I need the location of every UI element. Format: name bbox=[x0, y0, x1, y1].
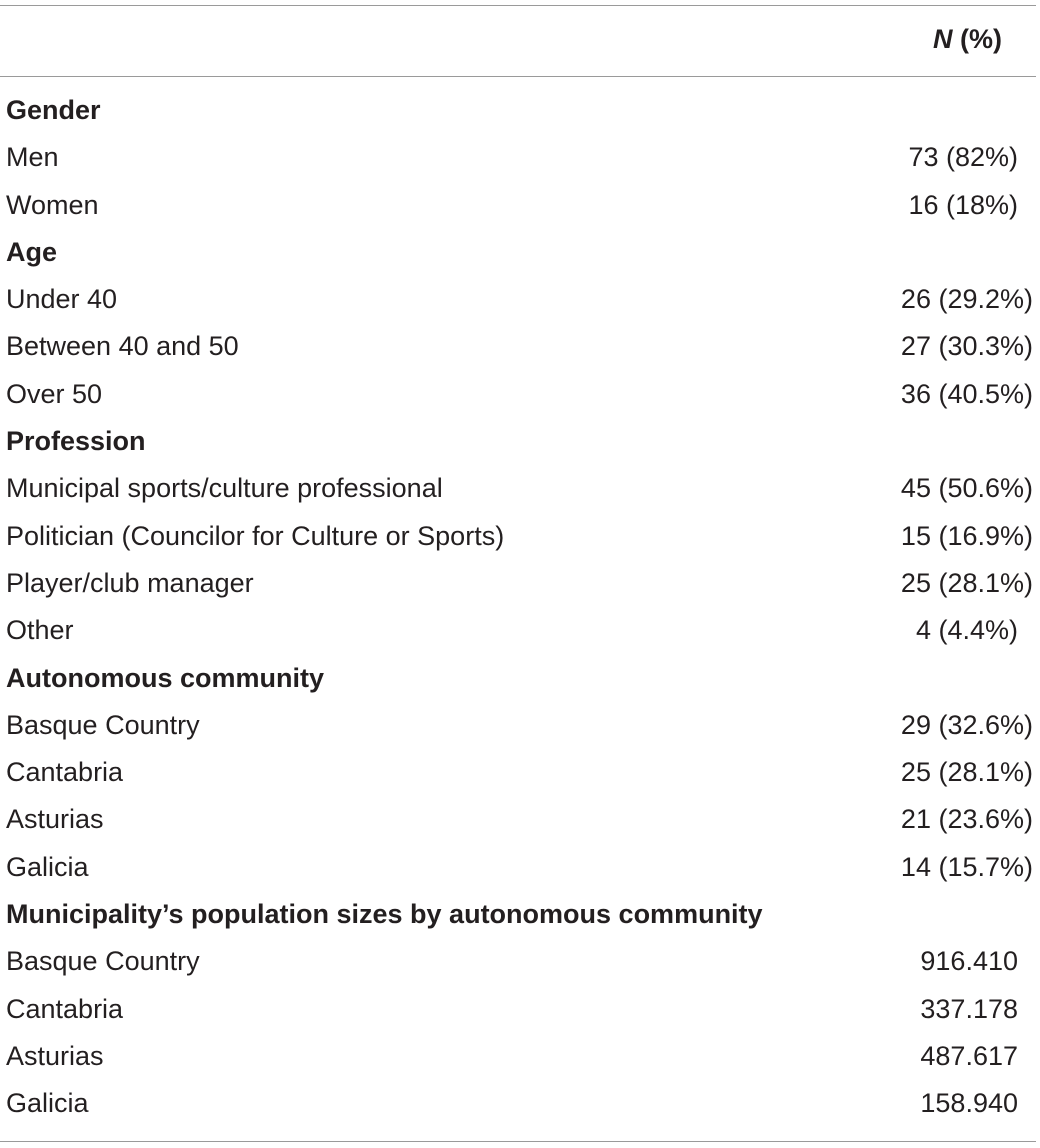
row-value: 26 (29.2%) bbox=[900, 284, 1033, 315]
row-value: 73 (82%) bbox=[908, 142, 1018, 173]
row-label: Basque Country bbox=[6, 709, 200, 740]
row-label: Galicia bbox=[6, 1088, 89, 1119]
table-row: Cantabria 25 (28.1%) bbox=[0, 749, 1036, 796]
row-label: Galicia bbox=[6, 851, 89, 882]
section-title: Gender bbox=[6, 95, 101, 125]
row-label: Under 40 bbox=[6, 284, 118, 315]
table-row: Under 40 26 (29.2%) bbox=[0, 276, 1036, 323]
row-label: Asturias bbox=[6, 804, 104, 835]
table-row: Other 4 (4.4%) bbox=[0, 607, 1036, 654]
section-title: Profession bbox=[6, 426, 146, 457]
table-row: Men 73 (82%) bbox=[0, 134, 1036, 181]
row-label: Women bbox=[6, 189, 99, 220]
table-row: Politician (Councilor for Culture or Spo… bbox=[0, 513, 1036, 560]
table-body: Gender Men 73 (82%) Women 16 (18%) Age U… bbox=[0, 87, 1036, 1128]
table-header-row: N (%) bbox=[0, 20, 1036, 64]
table-row: Cantabria 337.178 bbox=[0, 986, 1036, 1033]
section-title: Municipality’s population sizes by auton… bbox=[6, 899, 763, 930]
column-header-n-percent: N (%) bbox=[933, 24, 1002, 55]
table-row: Asturias 487.617 bbox=[0, 1033, 1036, 1080]
section-row-population-sizes: Municipality’s population sizes by auton… bbox=[0, 891, 1036, 938]
row-value: 487.617 bbox=[920, 1040, 1018, 1071]
row-value: 337.178 bbox=[920, 993, 1018, 1024]
table-header-rule bbox=[0, 76, 1036, 77]
row-value: 45 (50.6%) bbox=[900, 473, 1033, 504]
row-label: Municipal sports/culture professional bbox=[6, 473, 443, 504]
section-row-profession: Profession bbox=[0, 418, 1036, 465]
table-row: Player/club manager 25 (28.1%) bbox=[0, 560, 1036, 607]
row-label: Men bbox=[6, 142, 59, 173]
row-value: 21 (23.6%) bbox=[900, 804, 1033, 835]
row-label: Between 40 and 50 bbox=[6, 331, 239, 362]
section-row-autonomous-community: Autonomous community bbox=[0, 655, 1036, 702]
row-value: 4 (4.4%) bbox=[915, 615, 1018, 646]
table-row: Asturias 21 (23.6%) bbox=[0, 796, 1036, 843]
table-row: Galicia 158.940 bbox=[0, 1080, 1036, 1127]
section-title: Age bbox=[6, 236, 58, 267]
row-value: 16 (18%) bbox=[908, 189, 1018, 220]
row-label: Cantabria bbox=[6, 993, 124, 1024]
table-top-rule bbox=[0, 5, 1036, 6]
percent-symbol: (%) bbox=[952, 24, 1002, 54]
row-value: 29 (32.6%) bbox=[900, 709, 1033, 740]
section-row-age: Age bbox=[0, 229, 1036, 276]
n-symbol: N bbox=[933, 24, 953, 54]
row-label: Cantabria bbox=[6, 757, 124, 788]
section-row-gender: Gender bbox=[0, 87, 1036, 134]
table-row: Between 40 and 50 27 (30.3%) bbox=[0, 323, 1036, 370]
table-row: Basque Country 29 (32.6%) bbox=[0, 702, 1036, 749]
section-title: Autonomous community bbox=[6, 662, 324, 693]
table-bottom-rule bbox=[0, 1141, 1036, 1142]
row-value: 158.940 bbox=[920, 1088, 1018, 1119]
row-label: Over 50 bbox=[6, 378, 103, 409]
row-value: 27 (30.3%) bbox=[900, 331, 1033, 362]
table-row: Galicia 14 (15.7%) bbox=[0, 844, 1036, 891]
row-label: Basque Country bbox=[6, 946, 200, 977]
row-value: 15 (16.9%) bbox=[900, 520, 1033, 551]
table-row: Over 50 36 (40.5%) bbox=[0, 371, 1036, 418]
row-label: Other bbox=[6, 615, 74, 646]
row-value: 14 (15.7%) bbox=[900, 851, 1033, 882]
row-value: 25 (28.1%) bbox=[900, 567, 1033, 598]
table-row: Women 16 (18%) bbox=[0, 182, 1036, 229]
row-label: Asturias bbox=[6, 1040, 104, 1071]
table-row: Municipal sports/culture professional 45… bbox=[0, 465, 1036, 512]
row-value: 36 (40.5%) bbox=[900, 378, 1033, 409]
row-label: Player/club manager bbox=[6, 567, 254, 598]
row-value: 25 (28.1%) bbox=[900, 757, 1033, 788]
row-label: Politician (Councilor for Culture or Spo… bbox=[6, 520, 505, 551]
table-row: Basque Country 916.410 bbox=[0, 938, 1036, 985]
row-value: 916.410 bbox=[920, 946, 1018, 977]
